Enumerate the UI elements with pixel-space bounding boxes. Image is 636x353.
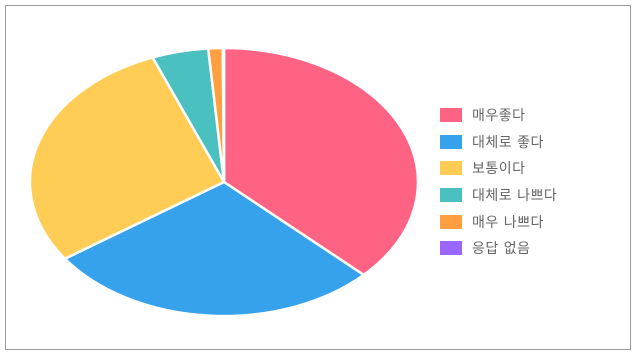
pie-slice-1[interactable] — [222, 46, 420, 277]
legend-label: 응답 없음 — [472, 241, 531, 258]
legend-label: 매우좋다 — [472, 108, 526, 125]
pie-slice-2[interactable] — [63, 180, 365, 318]
legend-item-6[interactable]: 응답 없음 — [440, 235, 610, 262]
legend-swatch — [440, 161, 462, 176]
legend-swatch — [440, 214, 462, 229]
legend-label: 보통이다 — [472, 161, 526, 178]
legend-swatch — [440, 108, 462, 123]
legend-label: 대체로 좋다 — [472, 134, 544, 151]
legend-item-1[interactable]: 매우좋다 — [440, 102, 610, 129]
pie-slice-3[interactable] — [28, 56, 226, 260]
pie-slice-6[interactable] — [221, 46, 226, 184]
legend-swatch — [440, 134, 462, 149]
legend-swatch — [440, 188, 462, 203]
legend-item-3[interactable]: 보통이다 — [440, 155, 610, 182]
legend-item-5[interactable]: 매우 나쁘다 — [440, 208, 610, 235]
legend-label: 대체로 나쁘다 — [472, 188, 558, 205]
legend-label: 매우 나쁘다 — [472, 214, 544, 231]
legend-item-2[interactable]: 대체로 좋다 — [440, 129, 610, 156]
legend-swatch — [440, 241, 462, 256]
legend-item-4[interactable]: 대체로 나쁘다 — [440, 182, 610, 209]
